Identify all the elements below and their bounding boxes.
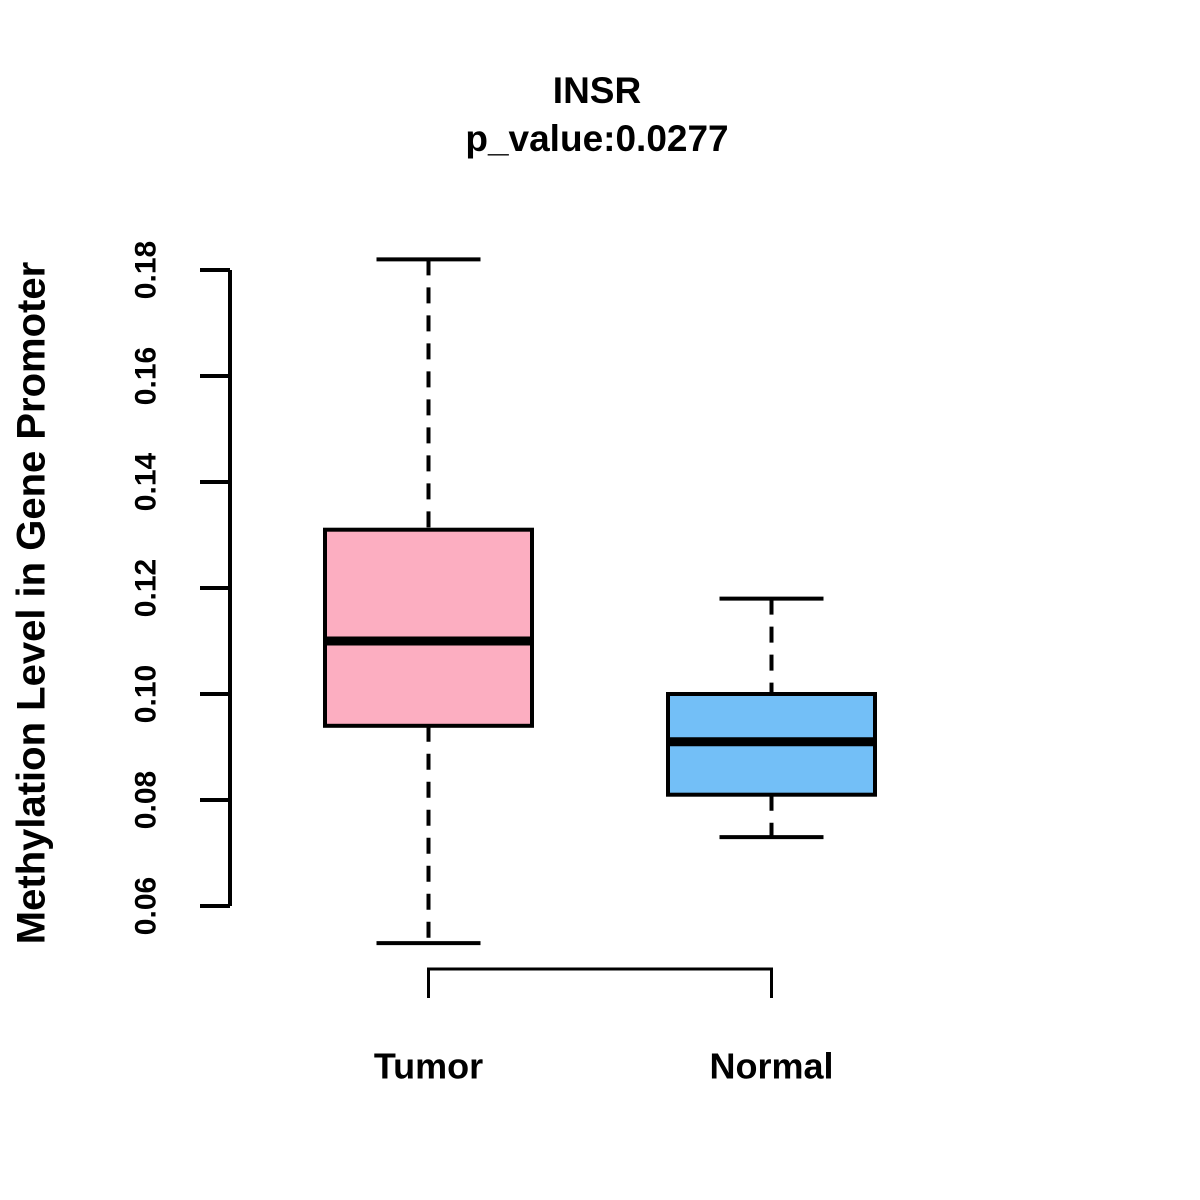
x-axis-bracket <box>427 967 773 998</box>
y-tick-label: 0.10 <box>130 665 163 723</box>
y-tick-label: 0.18 <box>130 241 163 299</box>
y-tick-label: 0.08 <box>130 771 163 829</box>
tumor-box <box>323 527 534 728</box>
y-tick-label: 0.06 <box>130 877 163 935</box>
y-tick-label: 0.16 <box>130 347 163 405</box>
chart-subtitle: p_value:0.0277 <box>465 118 729 159</box>
x-tick-label-tumor: Tumor <box>374 1046 483 1087</box>
chart-title: INSR <box>552 70 642 111</box>
y-tick-label: 0.14 <box>130 452 163 511</box>
y-tick-label: 0.12 <box>130 559 163 617</box>
x-tick-label-normal: Normal <box>709 1046 833 1087</box>
